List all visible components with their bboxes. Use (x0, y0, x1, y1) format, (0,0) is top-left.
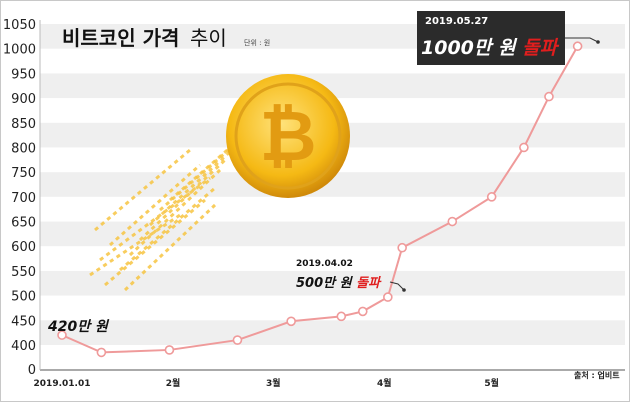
x-tick-label: 4월 (377, 377, 392, 389)
callout-mid-date: 2019.04.02 (296, 259, 353, 269)
y-tick-label: 900 (11, 92, 36, 107)
callout-top-box (417, 11, 565, 65)
coin-streak (104, 198, 206, 287)
data-point (383, 292, 393, 302)
x-tick-label: 3월 (266, 377, 281, 389)
coin-streak (169, 130, 249, 202)
callout-start-price: 420만 원 (48, 319, 108, 335)
y-tick-label: 1000 (3, 43, 36, 58)
callout-mid-highlight: 돌파 (356, 276, 381, 291)
coin-streak (119, 186, 216, 272)
callout-top-price: 1000만 원 (421, 37, 516, 59)
y-tick-label: 700 (11, 191, 36, 206)
y-tick-label: 600 (11, 240, 36, 255)
y-tick-label: 800 (11, 141, 36, 156)
callout-top-text: 1000만 원 돌파 (421, 33, 557, 60)
grid-band (40, 270, 625, 296)
data-point (447, 216, 458, 227)
x-tick-label: 2019.01.01 (34, 379, 91, 389)
y-tick-label: 650 (11, 216, 36, 231)
grid-band (40, 320, 625, 345)
chart-title: 비트코인 가격 (62, 26, 180, 50)
data-point (164, 345, 175, 355)
y-tick-label: 400 (11, 339, 36, 354)
coin-ring (234, 82, 342, 190)
y-tick-label: 0 (28, 363, 36, 378)
unit-label: 단위 : 원 (244, 39, 271, 47)
x-tick-label: 5월 (484, 377, 499, 389)
data-point (96, 347, 107, 358)
callout-top-leader (565, 37, 599, 43)
data-point (486, 192, 497, 202)
bitcoin-coin-icon: ₿ (89, 74, 350, 292)
callout-top-dot (596, 40, 600, 44)
data-point (572, 41, 583, 52)
coin-symbol: ₿ (259, 95, 316, 177)
y-tick-label: 500 (11, 290, 36, 305)
callout-top-highlight: 돌파 (522, 37, 558, 59)
data-point (544, 91, 554, 102)
data-point (232, 335, 243, 345)
coin-streak (138, 158, 227, 242)
data-point (286, 316, 296, 327)
y-tick-label: 550 (11, 265, 36, 280)
data-point (519, 142, 529, 153)
coin-streak (89, 213, 181, 277)
y-tick-label: 950 (11, 67, 36, 82)
callout-mid-dot (402, 288, 406, 292)
callout-top-date: 2019.05.27 (425, 16, 489, 27)
y-tick-label: 750 (11, 166, 36, 181)
y-tick-label: 450 (11, 314, 36, 329)
y-tick-label: 850 (11, 117, 36, 132)
callout-mid-price: 500만 원 (296, 276, 352, 291)
grid-bands (40, 24, 625, 345)
data-point (397, 242, 407, 253)
coin-body (226, 74, 350, 198)
data-point (357, 306, 368, 317)
data-point (57, 330, 67, 340)
callout-mid-text: 500만 원 돌파 (296, 272, 380, 291)
y-tick-label: 1050 (3, 18, 36, 33)
coin-streak (99, 176, 211, 262)
data-point (336, 311, 347, 322)
series-line (61, 45, 579, 354)
x-tick-label: 2월 (166, 377, 181, 389)
callout-mid-leader (389, 281, 405, 291)
grid-band (40, 221, 625, 247)
source-label: 출처 : 업비트 (574, 371, 620, 380)
chart-title-trend: 추이 (190, 26, 227, 50)
coin-streak (148, 148, 234, 227)
